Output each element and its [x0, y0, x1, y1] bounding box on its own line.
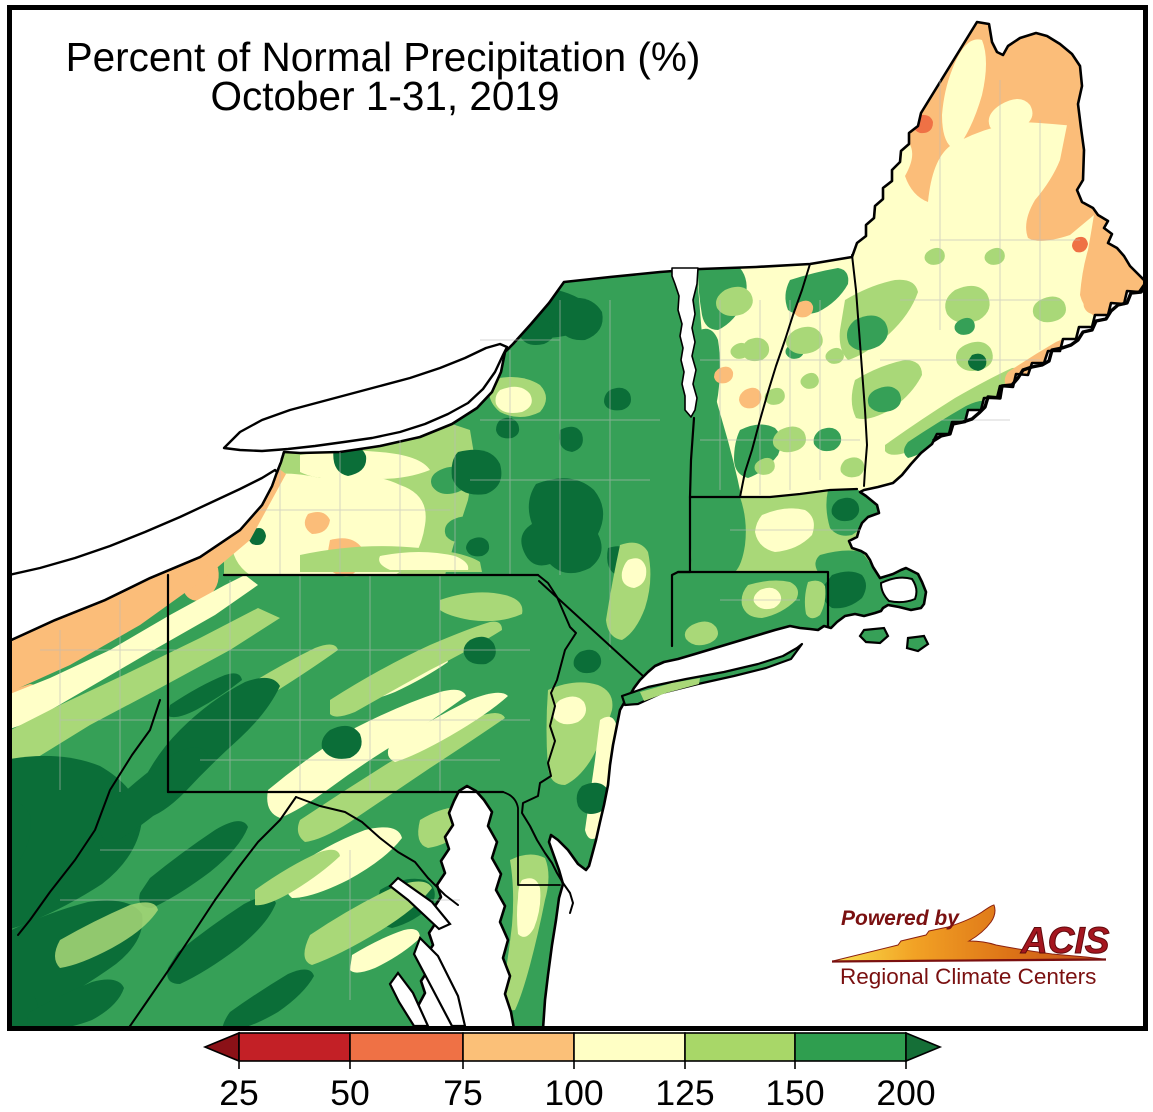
svg-text:150: 150	[765, 1073, 824, 1112]
svg-text:25: 25	[219, 1073, 259, 1112]
svg-text:October 1-31, 2019: October 1-31, 2019	[211, 73, 560, 119]
svg-text:Powered by: Powered by	[841, 907, 960, 930]
svg-text:ACIS: ACIS	[1020, 920, 1110, 961]
svg-text:Percent of Normal Precipitatio: Percent of Normal Precipitation (%)	[66, 34, 701, 80]
svg-text:75: 75	[443, 1073, 483, 1112]
svg-text:125: 125	[655, 1073, 714, 1112]
svg-text:100: 100	[544, 1073, 603, 1112]
svg-text:50: 50	[330, 1073, 370, 1112]
svg-text:200: 200	[876, 1073, 935, 1112]
svg-text:Regional Climate Centers: Regional Climate Centers	[840, 964, 1096, 989]
